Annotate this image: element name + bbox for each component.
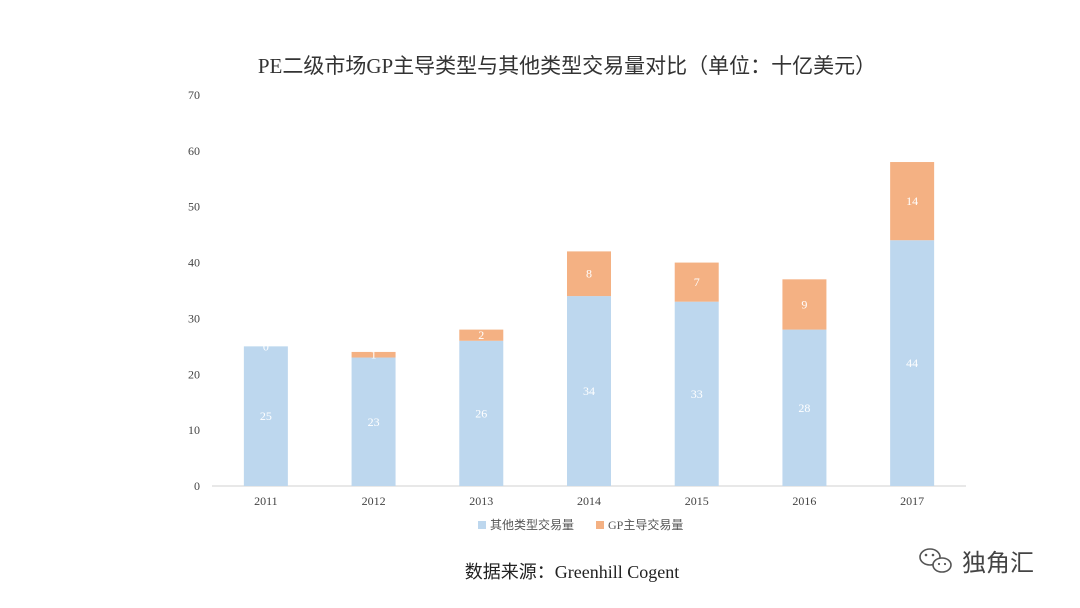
bar-other-2015 bbox=[674, 301, 719, 486]
data-label: 1 bbox=[371, 348, 377, 362]
x-tick-label: 2011 bbox=[254, 494, 278, 508]
y-tick-label: 30 bbox=[188, 311, 200, 325]
watermark: 独角汇 bbox=[919, 548, 1034, 577]
y-tick-label: 0 bbox=[194, 479, 200, 493]
x-tick-label: 2014 bbox=[577, 494, 601, 508]
bars: 25 0 23 1 26 2 34 8 33 7 28 9 44 14 bbox=[243, 162, 935, 486]
legend-label: GP主导交易量 bbox=[608, 517, 683, 532]
y-tick-label: 60 bbox=[188, 144, 200, 158]
bar-other-2013 bbox=[459, 340, 504, 486]
x-tick-label: 2017 bbox=[900, 494, 924, 508]
x-tick-label: 2015 bbox=[685, 494, 709, 508]
data-label: 9 bbox=[801, 297, 807, 311]
data-label: 23 bbox=[368, 415, 380, 429]
data-label: 34 bbox=[583, 384, 595, 398]
x-tick-label: 2012 bbox=[362, 494, 386, 508]
bar-other-2012 bbox=[351, 357, 396, 486]
chart-title: PE二级市场GP主导类型与其他类型交易量对比（单位：十亿美元） bbox=[258, 54, 876, 78]
bar-gp-led-2012 bbox=[351, 351, 396, 358]
data-label: 7 bbox=[694, 275, 700, 289]
bar-other-2017 bbox=[890, 240, 935, 486]
data-label: 33 bbox=[691, 387, 703, 401]
y-tick-label: 20 bbox=[188, 367, 200, 381]
data-label: 25 bbox=[260, 409, 272, 423]
wechat-icon bbox=[919, 548, 952, 573]
bar-gp-led-2015 bbox=[674, 262, 719, 302]
data-label: 0 bbox=[263, 339, 269, 353]
bar-other-2014 bbox=[567, 296, 611, 486]
y-tick-label: 70 bbox=[188, 88, 200, 102]
x-tick-label: 2016 bbox=[792, 494, 816, 508]
y-axis: 0 10 20 30 40 50 60 70 bbox=[188, 88, 200, 493]
data-label: 2 bbox=[478, 328, 484, 342]
data-label: 14 bbox=[906, 194, 918, 208]
legend-swatch bbox=[478, 521, 486, 529]
bar-other-2011 bbox=[243, 346, 288, 486]
bar-gp-led-2017 bbox=[890, 162, 935, 241]
legend-label: 其他类型交易量 bbox=[490, 517, 574, 532]
data-label: 44 bbox=[906, 356, 918, 370]
data-label: 8 bbox=[586, 267, 592, 281]
source-note: 数据来源：Greenhill Cogent bbox=[465, 562, 679, 582]
legend-swatch bbox=[596, 521, 604, 529]
bar-gp-led-2016 bbox=[782, 279, 827, 330]
bar-gp-led-2014 bbox=[567, 251, 611, 297]
data-label: 26 bbox=[475, 406, 487, 420]
legend: 其他类型交易量 GP主导交易量 bbox=[478, 517, 683, 532]
y-tick-label: 50 bbox=[188, 200, 200, 214]
y-tick-label: 40 bbox=[188, 256, 200, 270]
bar-gp-led-2013 bbox=[459, 329, 504, 341]
data-label: 28 bbox=[798, 401, 810, 415]
bar-other-2016 bbox=[782, 329, 827, 486]
watermark-text: 独角汇 bbox=[962, 549, 1034, 577]
y-tick-label: 10 bbox=[188, 423, 200, 437]
x-axis: 2011 2012 2013 2014 2015 2016 2017 bbox=[254, 494, 924, 508]
x-tick-label: 2013 bbox=[469, 494, 493, 508]
